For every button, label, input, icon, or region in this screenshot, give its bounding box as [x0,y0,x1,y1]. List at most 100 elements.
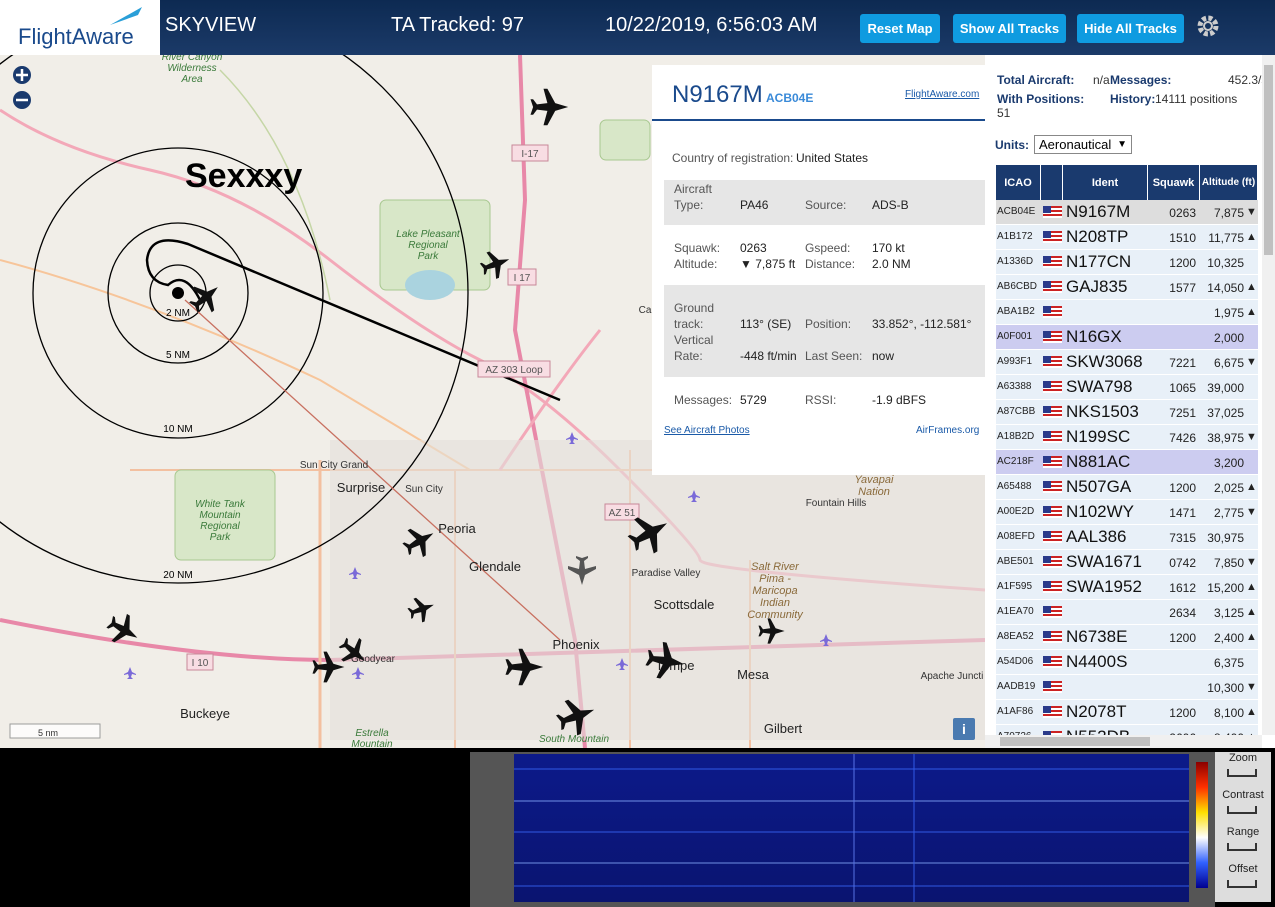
stat-label: History: [1110,92,1156,106]
ident-cell: NKS1503 [1066,402,1139,421]
stat-label: Total Aircraft: [997,73,1075,87]
popup-shade [664,180,985,225]
squawk-cell: 0263 [1169,206,1196,220]
trend-cell: ▲ [1246,481,1257,493]
table-row[interactable]: ACB04E N9167M 0263 7,875 ▼ [996,200,1258,224]
aircraft [568,556,596,585]
flag-canton [1043,731,1051,738]
table-row[interactable]: ABA1B2 1,975 ▲ [996,300,1258,324]
table-row[interactable]: AB6CBD GAJ835 1577 14,050 ▲ [996,275,1258,299]
road-label: I 17 [514,273,531,284]
table-row[interactable]: AC218F N881AC 3,200 [996,450,1258,474]
place-label: Paradise Valley [632,568,701,579]
photos-link[interactable]: See Aircraft Photos [664,425,750,436]
table-row[interactable]: A0F001 N16GX 2,000 [996,325,1258,349]
lake [405,270,455,300]
table-row[interactable]: A1336D N177CN 1200 10,325 [996,250,1258,274]
flag [1043,681,1062,693]
table-row[interactable]: A1EA70 2634 3,125 ▲ [996,600,1258,624]
flag-canton [1043,256,1051,263]
table-row[interactable]: A00E2D N102WY 1471 2,775 ▼ [996,500,1258,524]
airframes-link[interactable]: AirFrames.org [916,425,980,436]
altitude-cell: 6,375 [1213,656,1244,670]
units-label: Units: [995,138,1029,152]
table-row[interactable]: AADB19 10,300 ▼ [996,675,1258,699]
place-label: Maricopa [752,585,797,597]
ident-cell: N102WY [1066,502,1135,521]
header-button[interactable]: Show All Tracks [953,14,1066,43]
flag [1043,606,1062,618]
field-value: 113° (SE) [740,317,792,331]
trend-cell: ▼ [1246,206,1257,218]
field-value: 33.852°, -112.581° [872,317,972,331]
ident-cell: SWA1671 [1066,552,1142,571]
flag-canton [1043,631,1051,638]
vscroll-thumb [1264,65,1273,255]
flag-canton [1043,306,1051,313]
table-row[interactable]: A1F595 SWA1952 1612 15,200 ▲ [996,575,1258,599]
table-row[interactable]: A63388 SWA798 1065 39,000 [996,375,1258,399]
logo-plane [110,7,142,25]
flag-canton [1043,556,1051,563]
table-row[interactable]: A1B172 N208TP 1510 11,775 ▲ [996,225,1258,249]
squawk-cell: 1612 [1169,581,1196,595]
header-button[interactable]: Reset Map [860,14,940,43]
trend-cell: ▲ [1246,606,1257,618]
table-row[interactable]: A65488 N507GA 1200 2,025 ▲ [996,475,1258,499]
place-label: Salt River [751,561,800,573]
table-row[interactable]: A08EFD AAL386 7315 30,975 [996,525,1258,549]
aircraft-ground [349,567,361,579]
place-label: Mountain [199,510,241,521]
table-row[interactable]: A18B2D N199SC 7426 38,975 ▼ [996,425,1258,449]
place-label: Park [418,251,440,262]
place-label: Phoenix [553,637,600,652]
road [0,618,985,663]
table-row[interactable]: A54D06 N4400S 6,375 [996,650,1258,674]
popup-link[interactable]: FlightAware.com [905,89,980,100]
flag [1043,356,1062,368]
control-slider[interactable] [1227,843,1257,851]
road-label: I-17 [521,149,539,160]
control-slider[interactable] [1227,769,1257,777]
trend-cell: ▼ [1246,681,1257,693]
aircraft [479,251,510,279]
aircraft [645,641,684,679]
table-row[interactable]: A993F1 SKW3068 7221 6,675 ▼ [996,350,1258,374]
aircraft [530,88,569,126]
field-label: Last Seen: [805,349,863,363]
header-button[interactable]: Hide All Tracks [1077,14,1184,43]
table-row[interactable]: A8EA52 N6738E 1200 2,400 ▲ [996,625,1258,649]
altitude-cell: 2,025 [1213,481,1244,495]
aircraft [106,613,138,643]
icao-cell: ABA1B2 [997,306,1035,317]
table-row[interactable]: ABE501 SWA1671 0742 7,850 ▼ [996,550,1258,574]
units-select[interactable]: Aeronautical ▼ [1034,135,1132,154]
flag-canton [1043,481,1051,488]
squawk-cell: 7315 [1169,531,1196,545]
control-label: Contrast [1222,789,1264,801]
icao-cell: ABE501 [997,556,1034,567]
flag-canton [1043,531,1051,538]
squawk-cell: 7221 [1169,356,1196,370]
control-slider[interactable] [1227,880,1257,888]
field-label: Squawk: [674,241,721,255]
place-label: South Mountain [539,734,609,745]
settings[interactable] [1196,14,1220,38]
squawk-cell: 7426 [1169,431,1196,445]
control-slider[interactable] [1227,806,1257,814]
trend-cell: ▼ [1246,431,1257,443]
flag [1043,231,1062,243]
aircraft-ground [124,667,136,679]
field-value: 2.0 NM [872,257,911,271]
aircraft [402,528,434,558]
table-row[interactable]: A87CBB NKS1503 7251 37,025 [996,400,1258,424]
aircraft-ground [616,658,628,670]
altitude-cell: 3,125 [1213,606,1244,620]
trend-cell: ▲ [1246,281,1257,293]
place-label: Gilbert [764,721,803,736]
flag [1043,431,1062,443]
table-row[interactable]: A1AF86 N2078T 1200 8,100 ▲ [996,700,1258,724]
field-value: -1.9 dBFS [872,393,927,407]
field-value: ADS-B [872,198,909,212]
altitude-cell: 10,325 [1207,256,1244,270]
